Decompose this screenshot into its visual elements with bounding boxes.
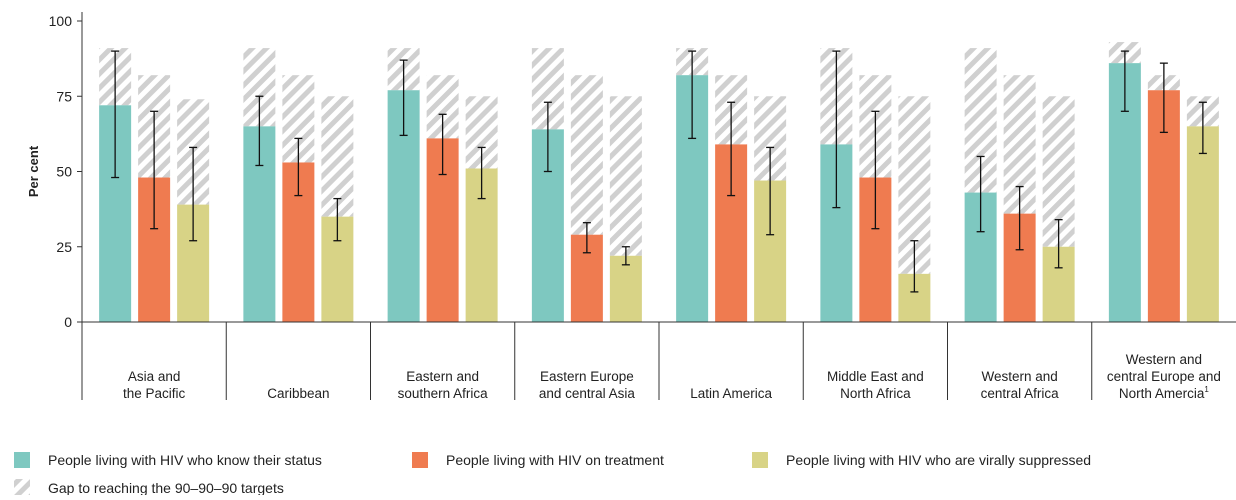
legend-label: People living with HIV on treatment	[446, 452, 664, 468]
category-label: Asia and	[128, 369, 181, 384]
category-label: Eastern and	[406, 369, 479, 384]
y-tick-label: 0	[64, 314, 72, 330]
target-gap-bar	[609, 96, 642, 256]
target-gap-bar	[321, 96, 354, 217]
legend-label-gap: Gap to reaching the 90–90–90 targets	[48, 480, 284, 495]
category-label: Western and	[981, 369, 1057, 384]
y-tick-label: 25	[56, 239, 72, 255]
category-label: Eastern Europe	[540, 369, 634, 384]
legend-label: People living with HIV who know their st…	[48, 452, 322, 468]
legend-swatch	[752, 452, 768, 468]
category-label: Middle East and	[827, 369, 924, 384]
y-tick-label: 50	[56, 164, 72, 180]
category-label: and central Asia	[539, 386, 636, 401]
category-label: Latin America	[690, 386, 772, 401]
category-label: Caribbean	[267, 386, 329, 401]
category-label: central Africa	[981, 386, 1060, 401]
footnote-marker: 1	[1204, 385, 1209, 394]
legend-swatch	[412, 452, 428, 468]
category-label: North Amercia1	[1119, 385, 1210, 401]
legend-swatch-gap	[14, 479, 30, 495]
legend-swatch	[14, 452, 30, 468]
category-label: southern Africa	[398, 386, 489, 401]
y-axis-title: Per cent	[26, 145, 41, 197]
category-label: Western and	[1126, 352, 1202, 367]
category-label: central Europe and	[1107, 369, 1221, 384]
category-label: the Pacific	[123, 386, 186, 401]
legend-label: People living with HIV who are virally s…	[786, 452, 1091, 468]
target-gap-bar	[570, 75, 603, 235]
y-tick-label: 100	[49, 13, 73, 29]
y-tick-label: 75	[56, 88, 72, 104]
data-bar	[1186, 126, 1219, 322]
data-bar	[609, 255, 642, 322]
category-label: North Africa	[840, 386, 911, 401]
